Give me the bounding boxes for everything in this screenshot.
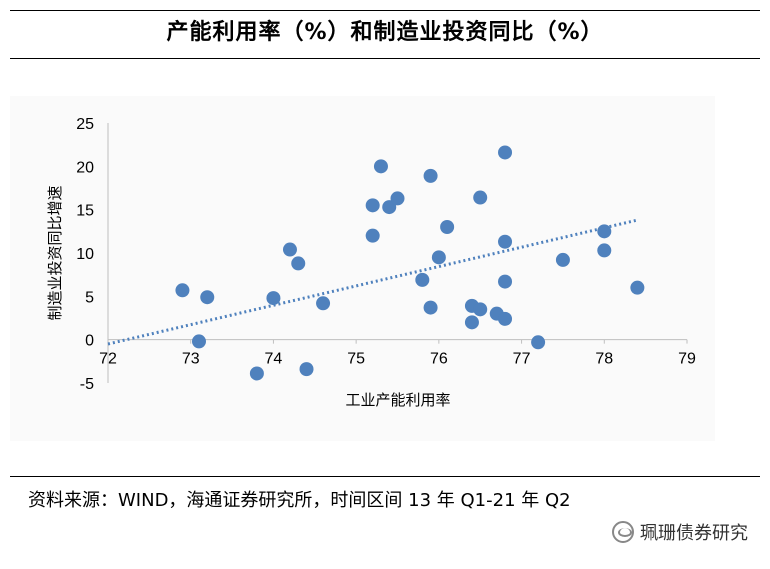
data-point — [365, 228, 380, 243]
watermark: 珮珊债券研究 — [612, 519, 748, 545]
x-tick-label: 74 — [265, 351, 283, 368]
data-point — [464, 315, 479, 330]
title-rule — [10, 58, 760, 59]
data-point — [531, 335, 546, 350]
x-tick-label: 73 — [182, 351, 200, 368]
x-tick-label: 77 — [513, 351, 531, 368]
data-point — [390, 191, 405, 206]
x-tick-label: 79 — [678, 351, 696, 368]
footer-rule — [10, 476, 760, 477]
y-tick-label: 0 — [85, 333, 94, 350]
data-point — [266, 291, 281, 306]
data-point — [200, 290, 215, 305]
chart-title: 产能利用率（%）和制造业投资同比（%） — [166, 20, 604, 45]
trendline — [107, 218, 638, 346]
y-tick-label: 25 — [76, 116, 94, 133]
data-point — [498, 234, 513, 249]
x-tick-label: 78 — [595, 351, 613, 368]
y-tick-label: -5 — [80, 376, 94, 393]
data-point — [382, 200, 397, 215]
tick-labels: 72 73 74 75 76 77 78 79 25 20 15 10 5 0 -5 — [76, 116, 696, 393]
data-points — [175, 145, 645, 381]
data-point — [473, 302, 488, 317]
wechat-icon — [612, 521, 634, 543]
watermark-text: 珮珊债券研究 — [640, 523, 748, 544]
data-point — [365, 198, 380, 213]
data-point — [373, 159, 388, 174]
y-axis-label: 制造业投资同比增速 — [47, 185, 64, 320]
data-point — [431, 250, 446, 265]
plot-panel — [10, 96, 715, 441]
x-tick-label: 76 — [430, 351, 448, 368]
data-point — [423, 300, 438, 315]
y-tick-label: 5 — [85, 289, 94, 306]
data-point — [415, 272, 430, 287]
data-point — [597, 243, 612, 258]
top-rule — [10, 10, 760, 11]
data-point — [191, 334, 206, 349]
data-point — [473, 190, 488, 205]
data-point — [291, 256, 306, 271]
data-point — [498, 274, 513, 289]
x-tick-label: 75 — [347, 351, 365, 368]
data-point — [555, 252, 570, 267]
data-point — [175, 283, 190, 298]
x-tick-label: 72 — [99, 351, 117, 368]
source-note: 资料来源：WIND，海通证券研究所，时间区间 13 年 Q1-21 年 Q2 — [28, 490, 571, 511]
data-point — [316, 296, 331, 311]
data-point — [498, 145, 513, 160]
x-axis-label: 工业产能利用率 — [345, 392, 450, 409]
data-point — [282, 242, 297, 257]
data-point — [498, 311, 513, 326]
y-tick-label: 10 — [76, 246, 94, 263]
data-point — [597, 224, 612, 239]
data-point — [299, 362, 314, 377]
data-point — [249, 366, 264, 381]
y-tick-label: 15 — [76, 203, 94, 220]
data-point — [423, 168, 438, 183]
data-point — [440, 220, 455, 234]
data-point — [630, 280, 645, 295]
y-tick-label: 20 — [76, 159, 94, 176]
